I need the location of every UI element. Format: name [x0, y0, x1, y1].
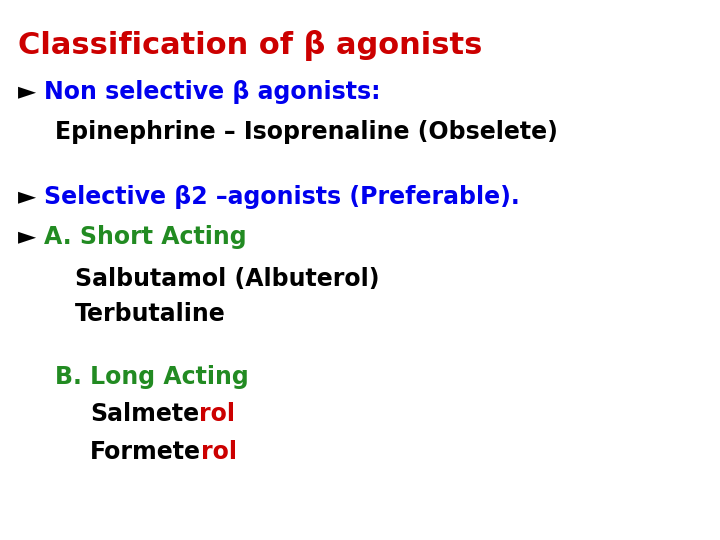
Text: Terbutaline: Terbutaline — [75, 302, 226, 326]
Text: ►: ► — [18, 80, 45, 104]
Text: Salmete: Salmete — [90, 402, 199, 426]
Text: Epinephrine – Isoprenaline (Obselete): Epinephrine – Isoprenaline (Obselete) — [55, 120, 558, 144]
Text: Non selective β agonists:: Non selective β agonists: — [45, 80, 381, 104]
Text: rol: rol — [199, 402, 235, 426]
Text: Classification of β agonists: Classification of β agonists — [18, 30, 482, 61]
Text: A. Short Acting: A. Short Acting — [45, 225, 247, 249]
Text: rol: rol — [201, 440, 237, 464]
Text: Salbutamol (Albuterol): Salbutamol (Albuterol) — [75, 267, 379, 291]
Text: Selective β2 –agonists (Preferable).: Selective β2 –agonists (Preferable). — [45, 185, 520, 209]
Text: ►: ► — [18, 185, 45, 209]
Text: ►: ► — [18, 225, 45, 249]
Text: B. Long Acting: B. Long Acting — [55, 365, 248, 389]
Text: Formete: Formete — [90, 440, 201, 464]
